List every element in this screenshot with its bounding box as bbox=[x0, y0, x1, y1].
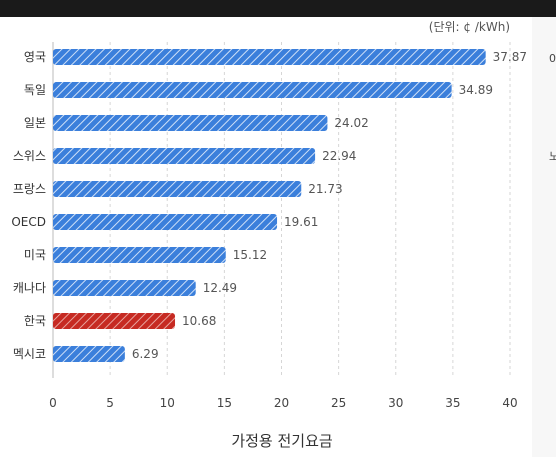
edge-glyph-1: 0 bbox=[549, 52, 556, 65]
value-label: 19.61 bbox=[284, 215, 318, 229]
value-label: 6.29 bbox=[132, 347, 159, 361]
value-label: 12.49 bbox=[203, 281, 237, 295]
value-label: 37.87 bbox=[493, 50, 527, 64]
x-tick-label: 25 bbox=[331, 396, 346, 410]
bars bbox=[53, 49, 486, 362]
bar-1 bbox=[53, 82, 452, 98]
x-tick-label: 35 bbox=[445, 396, 460, 410]
x-axis-title: 가정용 전기요금 bbox=[231, 432, 333, 450]
value-label: 34.89 bbox=[459, 83, 493, 97]
value-label: 21.73 bbox=[308, 182, 342, 196]
value-label: 10.68 bbox=[182, 314, 216, 328]
unit-label: (단위: ¢ /kWh) bbox=[429, 20, 510, 34]
bar-9 bbox=[53, 346, 125, 362]
value-label: 15.12 bbox=[233, 248, 267, 262]
x-tick-label: 15 bbox=[217, 396, 232, 410]
x-tick-label: 5 bbox=[106, 396, 114, 410]
bar-6 bbox=[53, 247, 226, 263]
bar-4 bbox=[53, 181, 302, 197]
bar-0 bbox=[53, 49, 486, 65]
value-label: 22.94 bbox=[322, 149, 356, 163]
x-tick-label: 40 bbox=[502, 396, 517, 410]
category-label: 멕시코 bbox=[13, 347, 46, 361]
category-label: 스위스 bbox=[13, 149, 46, 163]
bar-5 bbox=[53, 214, 278, 230]
bar-2 bbox=[53, 115, 328, 131]
edge-glyph-2: 노 bbox=[549, 150, 556, 163]
x-tick-label: 20 bbox=[274, 396, 289, 410]
category-label: 한국 bbox=[24, 314, 46, 328]
category-label: OECD bbox=[11, 215, 46, 229]
category-label: 캐나다 bbox=[13, 281, 46, 295]
value-label: 24.02 bbox=[334, 116, 368, 130]
x-tick-label: 10 bbox=[160, 396, 175, 410]
bar-3 bbox=[53, 148, 316, 164]
category-label: 프랑스 bbox=[13, 182, 46, 196]
x-tick-label: 0 bbox=[49, 396, 57, 410]
x-tick-label: 30 bbox=[388, 396, 403, 410]
labels: 0 5 10 15 20 25 30 35 40 영국 37.87 독일 34.89 일본 24.02 스위스… bbox=[11, 50, 527, 410]
category-label: 미국 bbox=[24, 248, 46, 262]
bar-8 bbox=[53, 313, 176, 329]
adjacent-chart-edge bbox=[532, 17, 556, 457]
category-label: 일본 bbox=[24, 116, 46, 130]
category-label: 영국 bbox=[24, 50, 46, 64]
top-dark-band bbox=[0, 0, 556, 17]
bar-7 bbox=[53, 280, 196, 296]
category-label: 독일 bbox=[24, 83, 46, 97]
